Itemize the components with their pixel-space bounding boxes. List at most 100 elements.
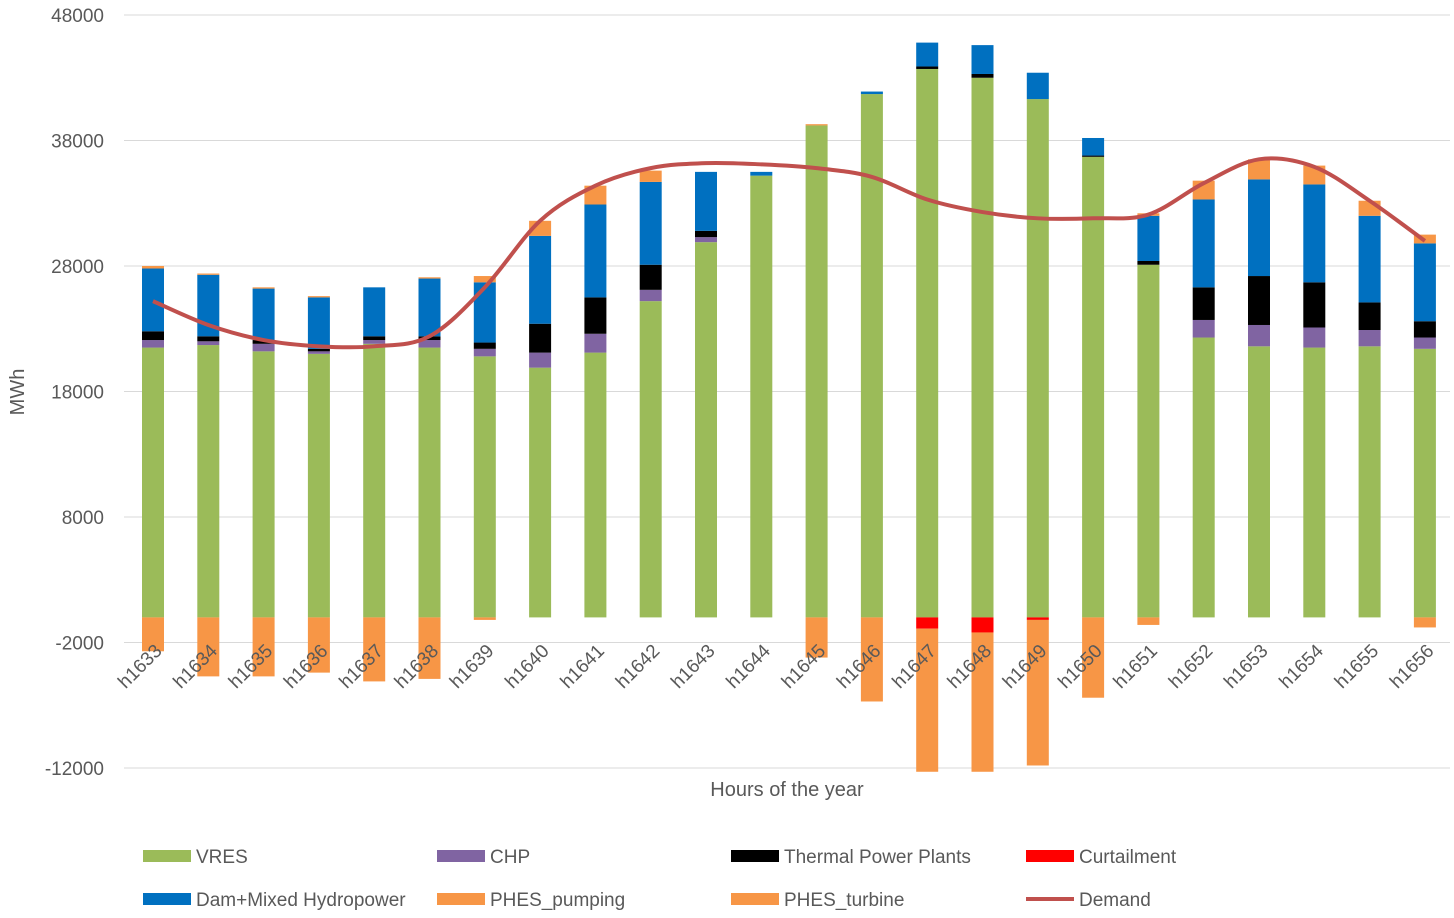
bar-thermal-power-plants — [1082, 155, 1105, 157]
bar-thermal-power-plants — [473, 342, 496, 349]
bar-vres — [639, 301, 662, 618]
bar-thermal-power-plants — [1303, 282, 1326, 328]
x-tick-label: h1652 — [1165, 641, 1217, 693]
bar-chp — [363, 340, 386, 344]
bar-thermal-power-plants — [363, 336, 386, 341]
bar-chp — [142, 340, 164, 348]
x-tick-label: h1641 — [557, 641, 609, 693]
x-axis-title: Hours of the year — [710, 779, 864, 801]
bar-vres — [1413, 348, 1436, 618]
bar-phes-turbine — [639, 170, 662, 182]
x-tick-label: h1653 — [1220, 641, 1272, 693]
legend-item: PHES_turbine — [731, 890, 904, 911]
bar-phes-pumping — [197, 617, 220, 677]
bar-thermal-power-plants — [584, 297, 607, 334]
bar-vres — [418, 347, 441, 618]
bar-thermal-power-plants — [639, 264, 662, 290]
bar-dam-mixed-hydropower — [860, 91, 883, 95]
bar-vres — [529, 367, 552, 618]
bar-phes-pumping — [363, 617, 386, 682]
x-tick-label: h1643 — [667, 641, 719, 693]
bar-vres — [307, 353, 330, 618]
bar-phes-pumping — [971, 632, 994, 772]
legend-swatch — [437, 893, 485, 905]
legend-label: VRES — [196, 847, 248, 868]
bar-series — [142, 42, 1436, 772]
bar-vres — [584, 352, 607, 618]
bar-dam-mixed-hydropower — [916, 42, 939, 67]
x-tick-label: h1644 — [723, 640, 776, 693]
legend-label: Curtailment — [1079, 847, 1177, 868]
legend-item: Dam+Mixed Hydropower — [143, 890, 406, 911]
bar-thermal-power-plants — [307, 348, 330, 352]
bar-phes-pumping — [1137, 617, 1160, 625]
legend-label: Thermal Power Plants — [784, 847, 971, 868]
legend-swatch — [143, 893, 191, 905]
bar-chp — [307, 351, 330, 354]
bar-vres — [971, 77, 994, 618]
bar-dam-mixed-hydropower — [1082, 137, 1105, 156]
gridlines — [124, 14, 1450, 769]
bar-dam-mixed-hydropower — [1358, 215, 1381, 303]
bar-phes-turbine — [197, 273, 220, 275]
bar-vres — [860, 94, 883, 618]
bar-dam-mixed-hydropower — [584, 204, 607, 298]
bar-vres — [473, 356, 496, 618]
legend-swatch — [731, 850, 779, 862]
legend-item: Thermal Power Plants — [731, 847, 971, 868]
bar-chp — [1303, 327, 1326, 348]
legend-label: Dam+Mixed Hydropower — [196, 890, 406, 911]
bar-curtailment — [916, 617, 939, 629]
x-tick-label: h1656 — [1386, 641, 1438, 693]
x-tick-label: h1633 — [114, 641, 166, 693]
x-tick-label: h1645 — [778, 641, 830, 693]
bar-chp — [473, 348, 496, 357]
bar-phes-turbine — [252, 287, 275, 289]
x-tick-label: h1642 — [612, 641, 664, 693]
bar-vres — [197, 345, 220, 618]
bar-chp — [529, 352, 552, 368]
bar-vres — [695, 242, 717, 618]
y-tick-label: 48000 — [51, 6, 104, 27]
legend-item: CHP — [437, 847, 530, 868]
bar-dam-mixed-hydropower — [307, 297, 330, 349]
bar-thermal-power-plants — [1248, 276, 1270, 325]
y-tick-label: -12000 — [45, 759, 104, 780]
x-tick-label: h1654 — [1276, 640, 1329, 693]
legend-swatch — [437, 850, 485, 862]
bar-dam-mixed-hydropower — [1413, 243, 1436, 322]
bar-vres — [750, 175, 773, 618]
legend-label: Demand — [1079, 890, 1151, 911]
bar-thermal-power-plants — [197, 336, 220, 342]
y-tick-label: -2000 — [55, 634, 104, 655]
bar-thermal-power-plants — [1192, 287, 1215, 320]
bar-thermal-power-plants — [971, 73, 994, 78]
bar-dam-mixed-hydropower — [750, 171, 773, 176]
bar-thermal-power-plants — [916, 66, 939, 69]
legend-label: CHP — [490, 847, 530, 868]
bar-dam-mixed-hydropower — [363, 287, 386, 337]
bar-phes-pumping — [916, 628, 939, 772]
bar-phes-turbine — [418, 277, 441, 279]
bar-dam-mixed-hydropower — [1303, 184, 1326, 283]
bar-phes-pumping — [1082, 617, 1105, 698]
bar-vres — [1082, 156, 1105, 618]
bar-phes-turbine — [805, 124, 828, 126]
bar-phes-turbine — [307, 296, 330, 298]
bar-chp — [1358, 330, 1381, 347]
bar-phes-pumping — [1026, 619, 1049, 766]
bar-dam-mixed-hydropower — [1026, 72, 1049, 100]
bar-vres — [1358, 346, 1381, 618]
legend-item: Curtailment — [1026, 847, 1177, 868]
x-tick-label: h1639 — [446, 641, 498, 693]
bar-thermal-power-plants — [1413, 321, 1436, 338]
bar-dam-mixed-hydropower — [252, 288, 275, 341]
legend-swatch — [143, 850, 191, 862]
legend-label: PHES_pumping — [490, 890, 625, 911]
bar-phes-pumping — [1413, 617, 1436, 628]
bar-dam-mixed-hydropower — [529, 235, 552, 324]
bar-thermal-power-plants — [1358, 302, 1381, 331]
bar-chp — [197, 341, 220, 346]
bar-dam-mixed-hydropower — [1137, 215, 1160, 261]
bar-phes-pumping — [142, 617, 164, 652]
